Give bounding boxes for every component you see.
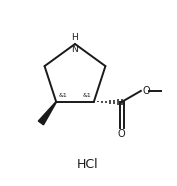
Text: &1: &1 [58, 93, 67, 98]
Text: N: N [72, 44, 78, 54]
Text: O: O [118, 129, 126, 139]
Text: HCl: HCl [77, 158, 99, 171]
Text: O: O [142, 86, 150, 96]
Text: H: H [72, 33, 78, 41]
Polygon shape [38, 102, 56, 125]
Text: &1: &1 [83, 93, 92, 98]
